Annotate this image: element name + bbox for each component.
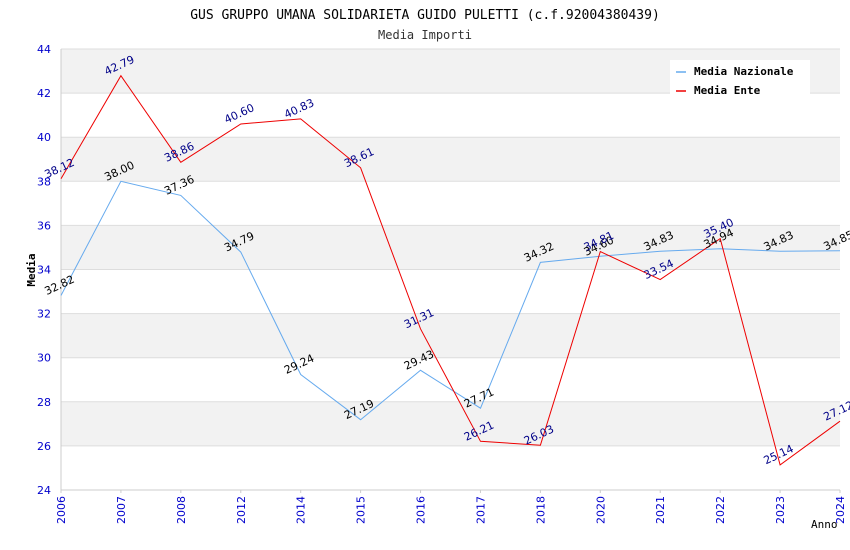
plot-band [61, 445, 840, 490]
legend: Media Nazionale Media Ente [670, 60, 810, 98]
series-layer [60, 74, 841, 466]
y-tick-label: 34 [37, 264, 51, 277]
x-tick-label: 2015 [355, 496, 368, 524]
plot-band [61, 93, 840, 138]
plot-band [61, 313, 840, 358]
series-line-nazionale [60, 180, 841, 421]
x-tick-label: 2017 [474, 496, 487, 524]
x-axis-label: Anno [811, 518, 838, 531]
y-axis-label: Media [25, 253, 38, 286]
y-tick-label: 38 [37, 175, 51, 188]
chart-subtitle: Media Importi [378, 28, 472, 42]
x-tick-label: 2022 [714, 496, 727, 524]
y-tick-label: 26 [37, 440, 51, 453]
x-tick-label: 2008 [175, 496, 188, 524]
x-tick-label: 2021 [654, 496, 667, 524]
y-tick-label: 36 [37, 219, 51, 232]
chart-title: GUS GRUPPO UMANA SOLIDARIETA GUIDO PULET… [190, 8, 660, 23]
x-tick-label: 2016 [415, 496, 428, 524]
y-tick-label: 30 [37, 352, 51, 365]
plot-band [61, 137, 840, 182]
x-tick-label: 2014 [295, 496, 308, 524]
x-tick-label: 2006 [55, 496, 68, 524]
legend-label-ente: Media Ente [694, 84, 761, 97]
x-tick-label: 2024 [834, 496, 847, 524]
y-tick-label: 44 [37, 43, 51, 56]
plot-band [61, 225, 840, 270]
series-line-ente [60, 74, 841, 466]
x-tick-label: 2023 [774, 496, 787, 524]
x-tick-label: 2012 [235, 496, 248, 524]
axes: 24 26 28 30 32 34 36 38 40 42 44 2006 2007 2008 2012 20… [37, 43, 847, 524]
x-tick-label: 2007 [115, 496, 128, 524]
legend-label-nazionale: Media Nazionale [694, 65, 794, 78]
y-tick-label: 28 [37, 396, 51, 409]
y-tick-label: 32 [37, 308, 51, 321]
plot-band [61, 181, 840, 226]
y-tick-label: 40 [37, 131, 51, 144]
legend-box [670, 60, 810, 98]
x-tick-label: 2020 [594, 496, 607, 524]
plot-band [61, 401, 840, 446]
x-tick-label: 2018 [534, 496, 547, 524]
y-tick-label: 24 [37, 484, 51, 497]
plot-band [61, 269, 840, 314]
plot-band [61, 357, 840, 402]
plot-background [61, 49, 840, 490]
y-tick-label: 42 [37, 87, 51, 100]
